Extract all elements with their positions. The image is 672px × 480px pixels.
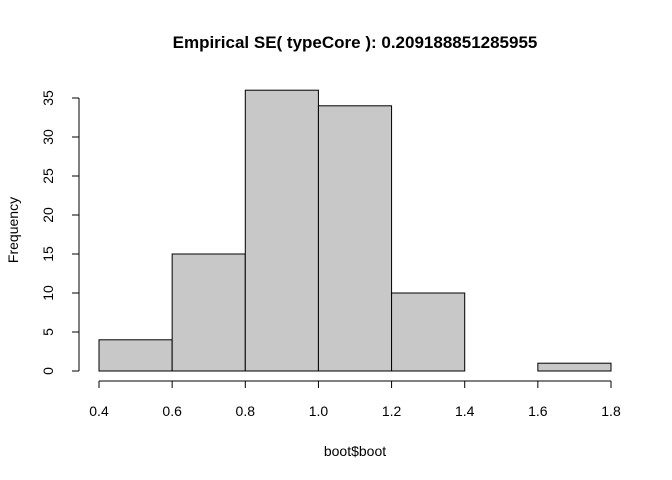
y-axis-label: Frequency — [5, 197, 21, 263]
y-axis: 0 5 10 15 20 25 30 35 — [40, 90, 80, 375]
x-axis-label: boot$boot — [324, 443, 386, 459]
y-tick-label: 0 — [40, 367, 56, 375]
y-tick-label: 35 — [40, 90, 56, 106]
x-tick-label: 1.6 — [528, 403, 548, 419]
y-tick-label: 10 — [40, 285, 56, 301]
histogram-bar — [171, 253, 246, 372]
histogram-bar — [317, 105, 393, 372]
histogram-bar — [244, 89, 319, 372]
chart-title: Empirical SE( typeCore ): 0.209188851285… — [173, 33, 538, 52]
x-tick-label: 0.4 — [89, 403, 109, 419]
y-tick-label: 30 — [40, 129, 56, 145]
y-tick-label: 15 — [40, 246, 56, 262]
x-tick-label: 1.8 — [601, 403, 621, 419]
histogram-bar — [98, 339, 173, 372]
histogram-bar — [537, 362, 612, 372]
x-tick-label: 1.4 — [455, 403, 475, 419]
x-tick-label: 0.6 — [162, 403, 182, 419]
histogram-bar — [391, 292, 466, 372]
y-tick-label: 25 — [40, 168, 56, 184]
x-tick-label: 0.8 — [236, 403, 256, 419]
x-tick-label: 1.0 — [309, 403, 329, 419]
y-tick-label: 5 — [40, 328, 56, 336]
x-tick-label: 1.2 — [382, 403, 402, 419]
x-axis: 0.4 0.6 0.8 1.0 1.2 1.4 1.6 1.8 — [89, 380, 621, 419]
y-tick-label: 20 — [40, 207, 56, 223]
bars-group — [98, 89, 612, 372]
